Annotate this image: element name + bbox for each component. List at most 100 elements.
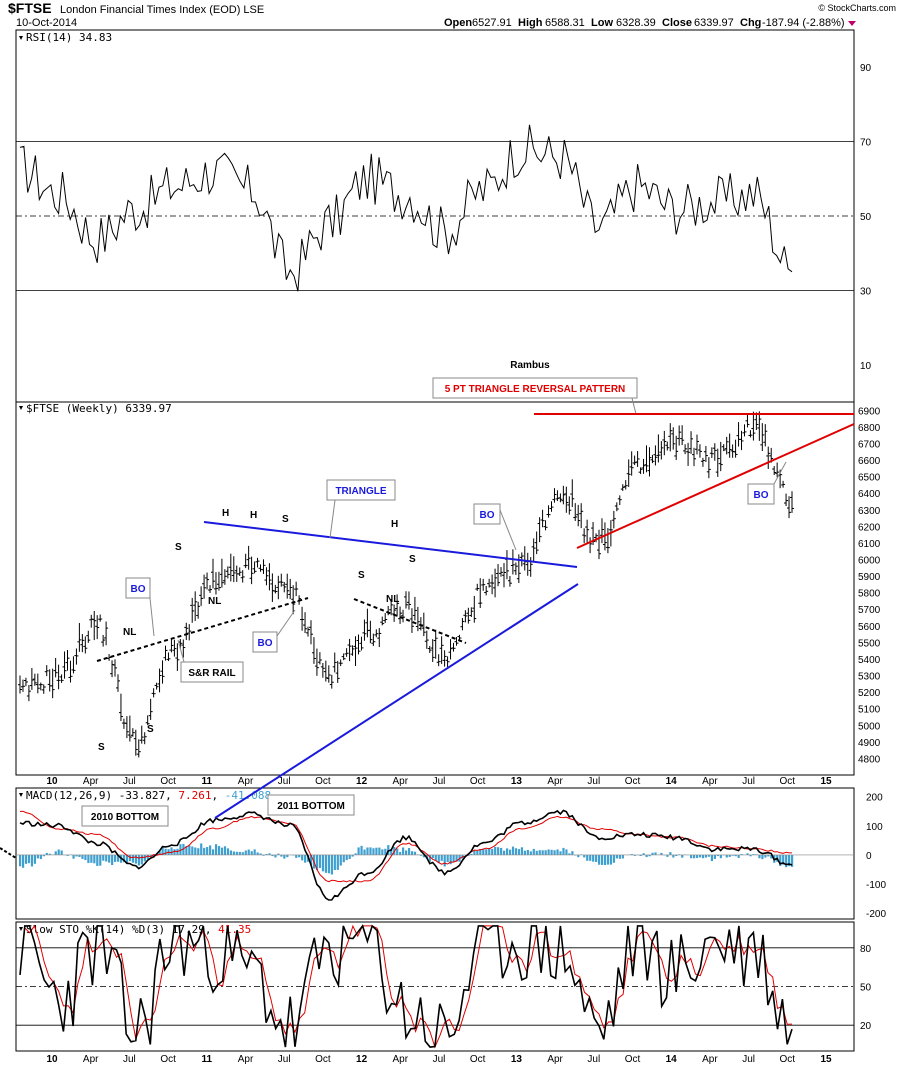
price-bar xyxy=(130,728,135,737)
triangle-label: TRIANGLE xyxy=(335,486,386,497)
symbol-title: $FTSE xyxy=(8,0,52,16)
price-bar xyxy=(668,423,673,452)
macd-hist-bar xyxy=(651,852,654,855)
price-bar xyxy=(626,459,631,487)
macd-hist-bar xyxy=(33,854,37,864)
price-bar xyxy=(44,665,49,677)
macd-hist-bar xyxy=(158,851,161,855)
price-bar xyxy=(611,510,616,529)
macd-hist-bar xyxy=(446,854,449,862)
price-bar xyxy=(213,572,218,595)
price-tick-6800: 6800 xyxy=(858,423,881,434)
price-bar xyxy=(124,716,129,739)
price-bar xyxy=(208,585,213,593)
price-bar xyxy=(659,441,664,460)
macd-hist-bar xyxy=(223,846,227,855)
macd-hist-bar xyxy=(232,851,235,855)
macd-hist-bar xyxy=(244,850,247,855)
price-bar xyxy=(169,638,174,653)
bottom-2011-box xyxy=(267,794,355,816)
price-bar xyxy=(555,490,560,502)
macd-hist-bar xyxy=(125,854,129,864)
price-bar xyxy=(439,636,444,664)
price-bar xyxy=(308,620,313,645)
price-bar xyxy=(757,411,762,441)
price-bar xyxy=(115,674,120,692)
macd-hist-bar xyxy=(24,854,28,864)
price-bar xyxy=(216,571,221,591)
price-bar xyxy=(317,652,322,665)
price-bar xyxy=(460,617,465,631)
nl-label-1: NL xyxy=(208,596,221,607)
price-bar xyxy=(415,606,420,632)
price-bar xyxy=(760,423,765,451)
sto-d-line xyxy=(19,924,793,1049)
price-bar xyxy=(680,425,685,446)
macd-hist-bar xyxy=(511,846,515,855)
price-bar xyxy=(279,573,284,587)
price-tick-5400: 5400 xyxy=(858,655,881,666)
price-bar xyxy=(478,578,483,608)
price-tick-6600: 6600 xyxy=(858,456,881,467)
price-triangle-icon xyxy=(19,406,23,410)
macd-hist-bar xyxy=(568,853,571,855)
price-bar xyxy=(493,568,498,598)
mid-x-label-1: Apr xyxy=(83,776,99,787)
price-bar xyxy=(335,660,340,683)
price-label: $FTSE (Weekly) 6339.97 xyxy=(19,402,172,415)
rsi-label-text: RSI(14) 34.83 xyxy=(26,31,112,44)
bottom-x-label-17: Apr xyxy=(702,1054,718,1065)
sto-params: Slow STO %K(14) %D(3) xyxy=(26,923,165,936)
price-panel-frame xyxy=(15,401,855,776)
macd-hist-bar xyxy=(348,854,351,860)
price-bar xyxy=(184,622,189,641)
sr-rail-pointer xyxy=(177,639,185,663)
macd-hist-bar xyxy=(556,849,559,855)
macd-hist-bar xyxy=(387,845,390,855)
sto-tick-20: 20 xyxy=(860,1021,872,1032)
macd-hist-bar xyxy=(75,854,78,857)
price-bar xyxy=(424,630,429,649)
price-bar xyxy=(448,639,453,660)
macd-hist-bar xyxy=(758,854,761,859)
mid-x-label-17: Apr xyxy=(702,776,718,787)
price-bar xyxy=(412,596,417,621)
close-label: Close xyxy=(662,17,692,29)
macd-hist-bar xyxy=(666,854,669,857)
price-tick-5300: 5300 xyxy=(858,672,881,683)
macd-hist-bar xyxy=(54,851,57,855)
index-name: London Financial Times Index (EOD) LSE xyxy=(60,4,264,16)
macd-hist-bar xyxy=(497,847,500,855)
sto-tick-80: 80 xyxy=(860,944,872,955)
macd-hist-bar xyxy=(508,849,512,855)
sto-label-text: Slow STO %K(14) %D(3) 17.29, 41.35 xyxy=(26,923,251,936)
mid-x-label-18: Jul xyxy=(742,776,755,787)
price-bar xyxy=(80,634,85,653)
bo-pointer-2011 xyxy=(276,609,296,637)
bo-box-2014 xyxy=(747,483,775,505)
macd-hist-bar xyxy=(791,854,794,867)
macd-hist-bar xyxy=(366,847,369,855)
price-bar xyxy=(561,485,566,505)
price-bar xyxy=(211,558,215,589)
macd-hist-bar xyxy=(116,854,120,862)
price-bar xyxy=(50,668,55,699)
price-bar xyxy=(421,612,426,637)
price-bar xyxy=(353,636,358,666)
macd-panel-frame xyxy=(15,787,855,920)
sto-k-line xyxy=(19,924,793,1048)
high-value: 6588.31 xyxy=(545,17,585,29)
price-bar xyxy=(329,674,334,689)
price-bar xyxy=(359,636,364,651)
price-bar xyxy=(29,667,34,690)
price-tick-5000: 5000 xyxy=(858,721,881,732)
macd-hist-bar xyxy=(143,854,146,862)
macd-hist-bar xyxy=(212,849,215,855)
macd-hist-bar xyxy=(565,849,568,855)
macd-hist-bar xyxy=(571,851,574,855)
macd-hist-bar xyxy=(621,854,624,859)
nl-label-3: NL xyxy=(386,594,399,605)
price-bar xyxy=(98,614,103,622)
mid-x-label-7: Oct xyxy=(315,776,331,787)
macd-hist-bar xyxy=(728,854,731,857)
